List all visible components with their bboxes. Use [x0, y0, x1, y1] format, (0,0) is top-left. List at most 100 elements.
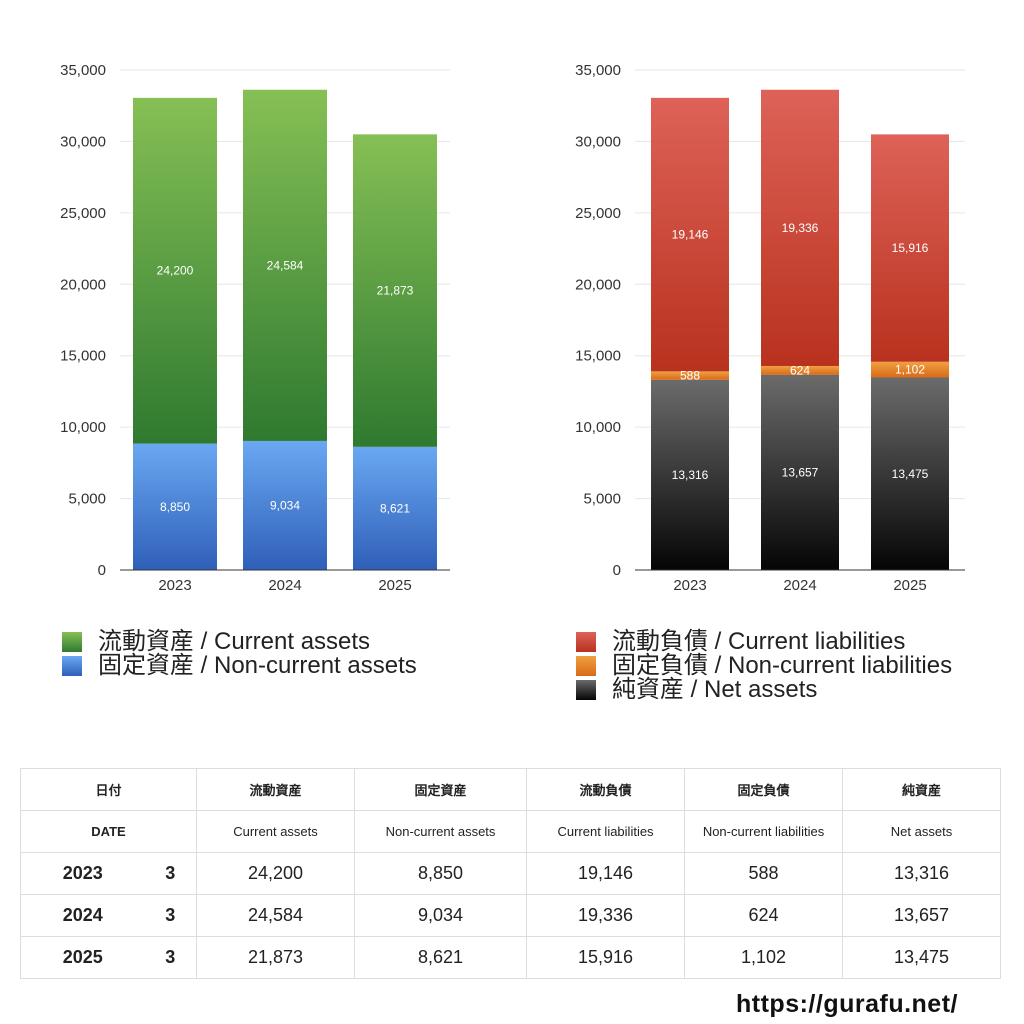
cell-current-assets: 21,873	[196, 936, 356, 979]
site-url-link[interactable]: https://gurafu.net/	[736, 990, 958, 1018]
chart-0: 0 5,000 10,000 15,000 20,000 25,000 30,000 35,0…	[60, 62, 450, 594]
header-non-current-assets-jp: 固定資産	[354, 768, 528, 811]
legend-label: 固定資産 / Non-current assets	[98, 652, 417, 679]
y-tick-label: 15,000	[60, 348, 106, 365]
x-tick-label: 2025	[378, 577, 411, 594]
row-year: 2023	[20, 852, 145, 895]
legend-label: 純資産 / Net assets	[612, 676, 818, 703]
row-year: 2025	[20, 936, 145, 979]
bar-value-label: 13,657	[782, 465, 819, 479]
legend-item: 純資産 / Net assets	[576, 678, 952, 702]
table-row: 2024 3 24,584 9,034 19,336 624 13,657	[20, 894, 1002, 937]
y-tick-label: 35,000	[60, 62, 106, 79]
legend-item: 固定資産 / Non-current assets	[62, 654, 417, 678]
row-year: 2024	[20, 894, 145, 937]
cell-non-current-assets: 8,621	[354, 936, 528, 979]
row-month: 3	[144, 852, 198, 895]
header-current-assets-en: Current assets	[196, 810, 356, 853]
legend-swatch	[576, 656, 596, 676]
y-tick-label: 5,000	[583, 491, 621, 508]
legend-label: 固定負債 / Non-current liabilities	[612, 652, 953, 679]
row-month: 3	[144, 894, 198, 937]
bar-value-label: 588	[680, 369, 700, 383]
header-date-jp: 日付	[19, 768, 198, 811]
bar-segment	[133, 97, 217, 444]
header-current-liabilities-en: Current liabilities	[526, 810, 686, 853]
cell-non-current-assets: 9,034	[354, 894, 528, 937]
bar-segment	[761, 374, 839, 570]
bar-segment	[651, 371, 729, 380]
cell-current-liabilities: 19,336	[526, 894, 686, 937]
bar-segment	[761, 365, 839, 375]
bar-value-label: 15,916	[892, 241, 929, 255]
cell-non-current-liabilities: 588	[684, 852, 844, 895]
legend-swatch	[62, 632, 82, 652]
y-tick-label: 0	[613, 562, 621, 579]
header-non-current-assets-en: Non-current assets	[354, 810, 528, 853]
y-tick-label: 30,000	[575, 133, 621, 150]
bar-value-label: 9,034	[270, 498, 300, 512]
header-non-current-liabilities-en: Non-current liabilities	[684, 810, 844, 853]
cell-net-assets: 13,316	[842, 852, 1002, 895]
x-tick-label: 2023	[673, 577, 706, 594]
header-net-assets-en: Net assets	[842, 810, 1002, 853]
bar-value-label: 19,336	[782, 221, 819, 235]
bar-value-label: 13,316	[672, 468, 709, 482]
y-tick-label: 5,000	[68, 491, 106, 508]
table-row: 2023 3 24,200 8,850 19,146 588 13,316	[20, 852, 1002, 895]
legend-item: 流動資産 / Current assets	[62, 630, 417, 654]
bar-value-label: 8,850	[160, 500, 190, 514]
bar-value-label: 19,146	[672, 228, 709, 242]
header-net-assets-jp: 純資産	[842, 768, 1002, 811]
y-tick-label: 30,000	[60, 133, 106, 150]
x-tick-label: 2025	[893, 577, 926, 594]
y-tick-label: 15,000	[575, 348, 621, 365]
bar-segment	[243, 89, 327, 441]
table-header-jp: 日付 流動資産 固定資産 流動負債 固定負債 純資産	[19, 768, 1002, 811]
bar-value-label: 8,621	[380, 501, 410, 515]
cell-net-assets: 13,475	[842, 936, 1002, 979]
bar-value-label: 24,200	[157, 264, 194, 278]
bar-value-label: 21,873	[377, 284, 414, 298]
legend-label: 流動負債 / Current liabilities	[612, 628, 906, 655]
table-header-en: DATE Current assets Non-current assets C…	[19, 810, 1002, 853]
legend-swatch	[62, 656, 82, 676]
cell-current-assets: 24,584	[196, 894, 356, 937]
bar-segment	[243, 440, 327, 570]
bar-segment	[133, 443, 217, 570]
bar-segment	[353, 446, 437, 570]
header-non-current-liabilities-jp: 固定負債	[684, 768, 844, 811]
cell-non-current-assets: 8,850	[354, 852, 528, 895]
legend-item: 固定負債 / Non-current liabilities	[576, 654, 952, 678]
bar-segment	[871, 377, 949, 570]
cell-non-current-liabilities: 624	[684, 894, 844, 937]
table-row: 2025 3 21,873 8,621 15,916 1,102 13,475	[20, 936, 1002, 979]
cell-current-liabilities: 15,916	[526, 936, 686, 979]
header-date-en: DATE	[19, 810, 198, 853]
bar-value-label: 1,102	[895, 363, 925, 377]
row-month: 3	[144, 936, 198, 979]
bar-segment	[871, 361, 949, 378]
cell-current-liabilities: 19,146	[526, 852, 686, 895]
header-current-liabilities-jp: 流動負債	[526, 768, 686, 811]
bar-segment	[871, 134, 949, 362]
y-tick-label: 10,000	[575, 419, 621, 436]
bar-segment	[761, 89, 839, 366]
cell-net-assets: 13,657	[842, 894, 1002, 937]
y-tick-label: 10,000	[60, 419, 106, 436]
charts-area: 0 5,000 10,000 15,000 20,000 25,000 30,000 35,0…	[60, 62, 965, 594]
bar-value-label: 624	[790, 363, 810, 377]
bar-segment	[651, 379, 729, 570]
x-tick-label: 2023	[158, 577, 191, 594]
legend-liabilities: 流動負債 / Current liabilities 固定負債 / Non-cur…	[576, 630, 952, 702]
chart-1: 0 5,000 10,000 15,000 20,000 25,000 30,000 35,0…	[575, 62, 965, 594]
y-tick-label: 35,000	[575, 62, 621, 79]
x-tick-label: 2024	[268, 577, 301, 594]
legend-assets: 流動資産 / Current assets 固定資産 / Non-current …	[62, 630, 417, 678]
x-tick-label: 2024	[783, 577, 816, 594]
bar-value-label: 13,475	[892, 467, 929, 481]
cell-current-assets: 24,200	[196, 852, 356, 895]
data-table: 日付 流動資産 固定資産 流動負債 固定負債 純資産 DATE Current …	[19, 768, 1002, 979]
cell-non-current-liabilities: 1,102	[684, 936, 844, 979]
y-tick-label: 25,000	[60, 205, 106, 222]
